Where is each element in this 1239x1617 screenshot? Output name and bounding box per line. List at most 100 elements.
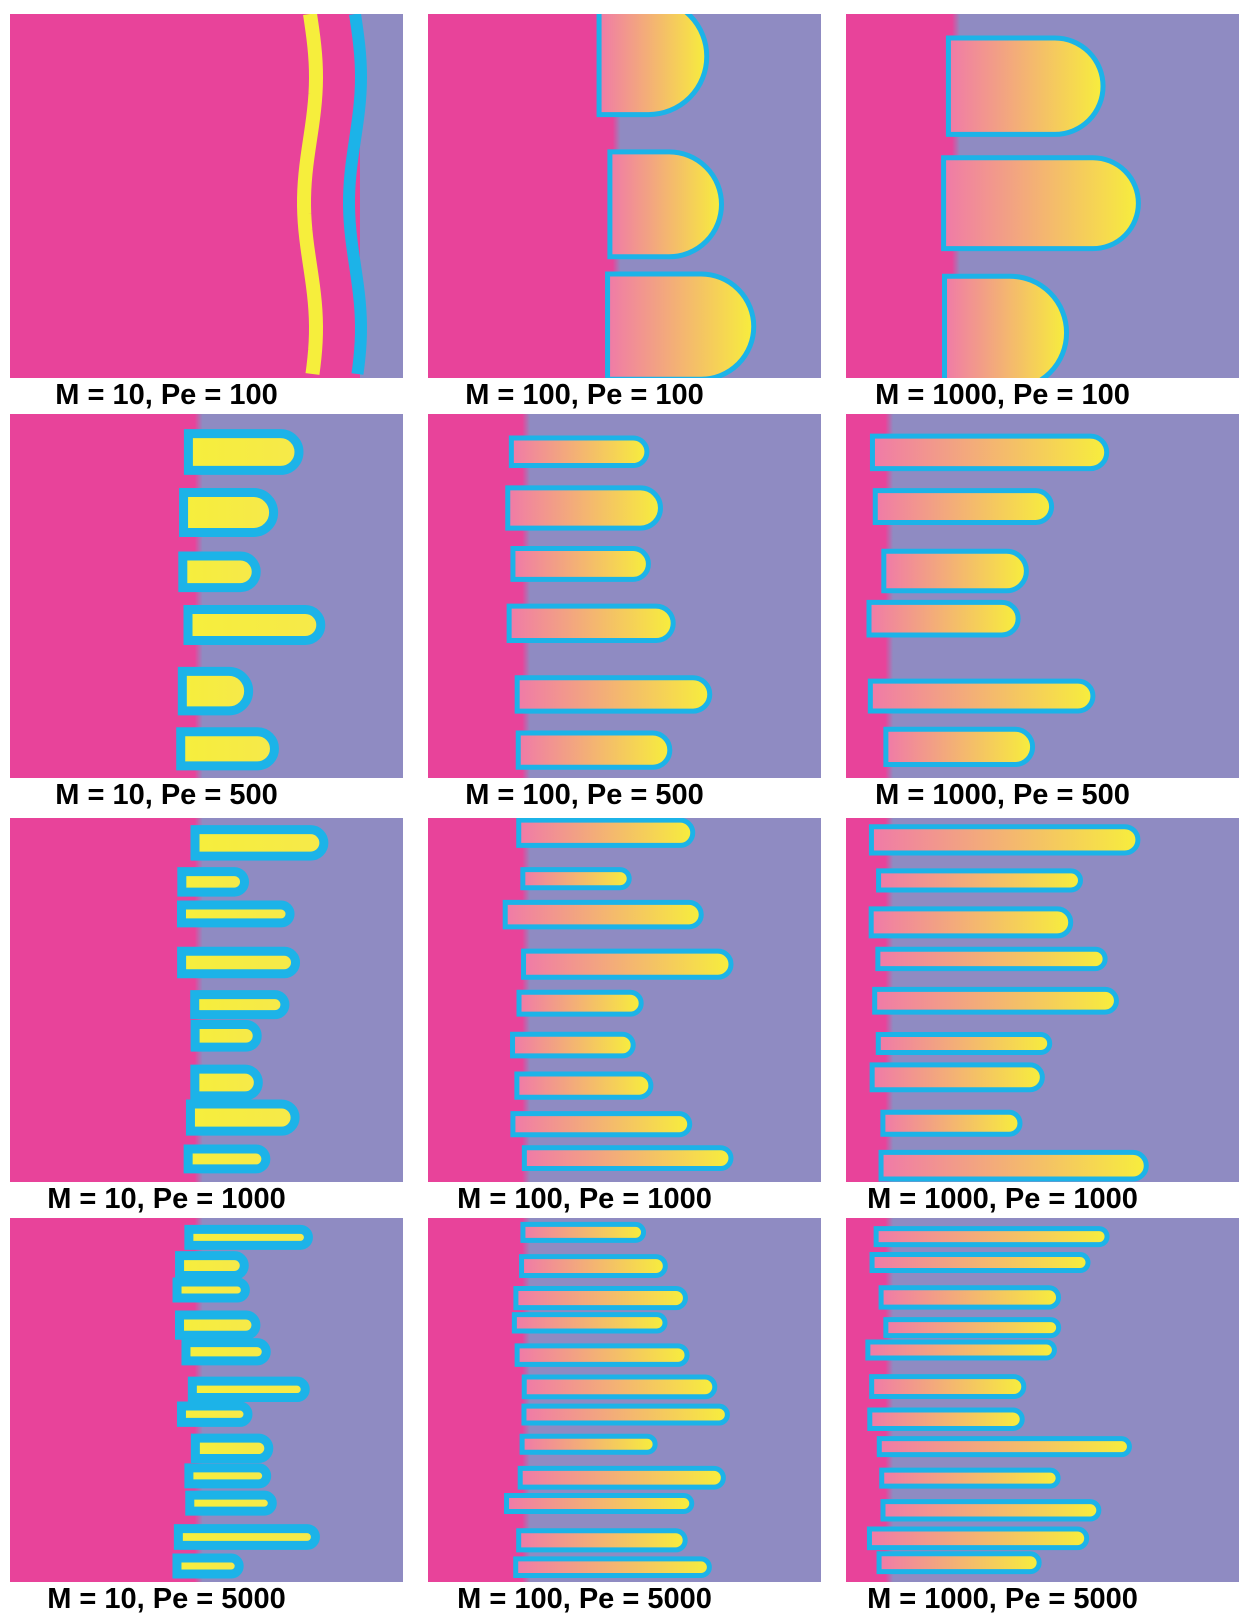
finger xyxy=(610,152,722,257)
finger xyxy=(886,1320,1059,1336)
field xyxy=(10,1218,403,1582)
panel-caption: M = 1000, Pe = 5000 xyxy=(806,1582,1199,1616)
finger xyxy=(608,274,754,378)
field xyxy=(10,14,403,378)
panel-caption: M = 10, Pe = 5000 xyxy=(0,1582,363,1616)
panel-caption: M = 100, Pe = 100 xyxy=(388,378,781,412)
finger xyxy=(875,989,1117,1012)
field xyxy=(428,414,821,778)
finger xyxy=(188,1149,266,1169)
panel-caption: M = 1000, Pe = 1000 xyxy=(806,1182,1199,1216)
finger xyxy=(190,1495,273,1511)
finger xyxy=(513,549,648,580)
finger xyxy=(882,1470,1058,1486)
finger xyxy=(190,1104,295,1131)
finger xyxy=(195,995,285,1015)
finger xyxy=(513,1114,690,1135)
panel-caption: M = 10, Pe = 1000 xyxy=(0,1182,363,1216)
finger xyxy=(195,830,324,856)
finger xyxy=(184,493,274,533)
finger xyxy=(876,1229,1107,1245)
finger xyxy=(523,870,629,888)
simulation-panel xyxy=(846,414,1239,778)
finger xyxy=(524,1148,731,1169)
finger xyxy=(181,1406,248,1422)
finger xyxy=(524,951,731,977)
finger xyxy=(505,902,701,926)
simulation-panel xyxy=(846,1218,1239,1582)
simulation-panel xyxy=(846,14,1239,378)
finger xyxy=(189,1468,267,1484)
finger xyxy=(195,1438,268,1458)
finger xyxy=(188,610,321,641)
simulation-panel xyxy=(846,818,1239,1182)
finger xyxy=(182,671,248,710)
finger xyxy=(881,1152,1146,1179)
simulation-panel xyxy=(10,1218,403,1582)
figure: M = 10, Pe = 100M = 100, Pe = 100M = 100… xyxy=(0,0,1239,1617)
finger xyxy=(516,1288,686,1307)
field xyxy=(428,14,821,378)
finger xyxy=(879,1554,1039,1572)
finger xyxy=(522,1257,666,1276)
finger xyxy=(872,1255,1088,1271)
panel-caption: M = 1000, Pe = 100 xyxy=(806,378,1199,412)
background xyxy=(428,414,821,778)
field xyxy=(846,414,1239,778)
simulation-panel xyxy=(428,14,821,378)
simulation-panel xyxy=(10,818,403,1182)
simulation-panel xyxy=(10,14,403,378)
finger xyxy=(870,1410,1022,1428)
simulation-panel xyxy=(428,1218,821,1582)
finger xyxy=(511,438,647,465)
finger xyxy=(192,1381,305,1397)
finger xyxy=(519,820,693,845)
finger xyxy=(871,827,1137,853)
finger xyxy=(879,871,1081,890)
finger xyxy=(195,1069,258,1096)
finger xyxy=(177,1558,239,1574)
finger xyxy=(517,678,710,711)
finger xyxy=(599,14,707,115)
finger xyxy=(878,1034,1049,1052)
finger xyxy=(872,436,1106,468)
finger xyxy=(524,1377,715,1397)
finger xyxy=(517,1074,651,1097)
finger xyxy=(875,491,1051,523)
panel-caption: M = 10, Pe = 500 xyxy=(0,778,363,812)
field xyxy=(10,414,403,778)
finger xyxy=(195,1025,257,1048)
finger xyxy=(514,1315,665,1331)
finger xyxy=(186,1343,266,1361)
field xyxy=(10,818,403,1182)
finger xyxy=(879,1439,1129,1455)
finger xyxy=(944,158,1139,249)
finger xyxy=(869,1529,1086,1548)
finger xyxy=(878,949,1105,968)
simulation-panel xyxy=(428,818,821,1182)
panel-caption: M = 100, Pe = 1000 xyxy=(388,1182,781,1216)
field xyxy=(428,1218,821,1582)
finger xyxy=(181,732,275,766)
finger xyxy=(518,733,670,767)
finger xyxy=(188,434,299,471)
finger xyxy=(523,1224,644,1240)
finger xyxy=(868,1342,1055,1358)
finger xyxy=(869,602,1018,635)
finger xyxy=(883,1502,1099,1519)
finger xyxy=(884,551,1027,590)
field xyxy=(846,14,1239,378)
finger xyxy=(886,729,1033,764)
finger xyxy=(507,1496,692,1512)
finger xyxy=(522,1436,655,1452)
finger xyxy=(519,992,641,1014)
field xyxy=(428,818,821,1182)
field xyxy=(846,1218,1239,1582)
panel-caption: M = 1000, Pe = 500 xyxy=(806,778,1199,812)
simulation-panel xyxy=(428,414,821,778)
panel-caption: M = 100, Pe = 500 xyxy=(388,778,781,812)
finger xyxy=(872,1065,1042,1090)
finger xyxy=(509,606,673,640)
finger xyxy=(516,1559,710,1576)
finger xyxy=(945,276,1067,378)
